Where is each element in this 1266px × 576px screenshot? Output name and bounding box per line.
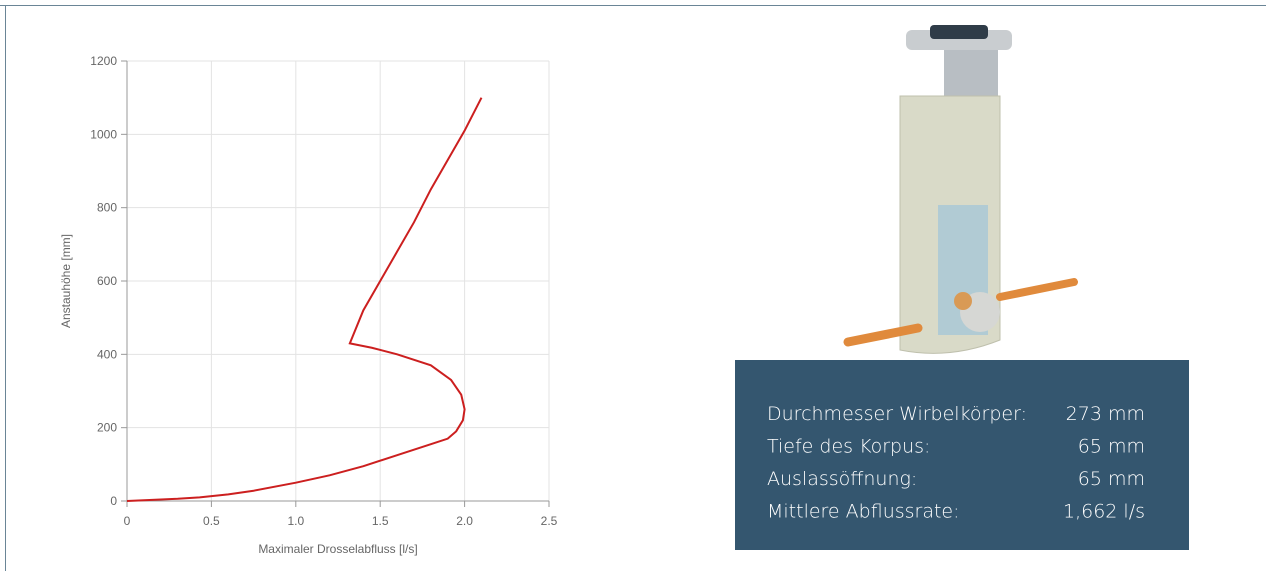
y-tick-label: 200 xyxy=(97,421,117,435)
y-tick-label: 400 xyxy=(97,347,117,361)
spec-label: Mittlere Abflussrate: xyxy=(767,501,960,523)
pipe-in xyxy=(843,323,923,347)
x-axis-label: Maximaler Drosselabfluss [l/s] xyxy=(258,542,417,556)
y-tick-label: 0 xyxy=(110,494,117,508)
spec-value: 1,662 l/s xyxy=(1063,501,1145,523)
spec-label: Durchmesser Wirbelkörper: xyxy=(767,403,1027,425)
x-tick-label: 2.5 xyxy=(541,514,558,528)
outlet xyxy=(954,292,972,310)
pipe-out xyxy=(996,278,1078,301)
y-axis-label: Anstauhöhe [mm] xyxy=(59,234,73,328)
x-tick-label: 0.5 xyxy=(203,514,220,528)
chart: Maximaler Drosselabfluss [l/s] Anstauhöh… xyxy=(59,54,558,556)
x-tick-label: 1.0 xyxy=(287,514,304,528)
x-tick-label: 0 xyxy=(124,514,131,528)
spec-label: Auslassöffnung: xyxy=(767,468,917,490)
spec-panel xyxy=(735,360,1189,550)
x-tick-label: 1.5 xyxy=(372,514,389,528)
spec-list: Durchmesser Wirbelkörper: 273 mm Tiefe des… xyxy=(767,403,1145,523)
lid-top xyxy=(930,25,988,39)
spec-label: Tiefe des Korpus: xyxy=(767,436,930,458)
y-tick-label: 1200 xyxy=(90,54,117,68)
spec-value: 273 mm xyxy=(1066,403,1145,425)
spec-value: 65 mm xyxy=(1078,436,1145,458)
data-line xyxy=(126,97,483,502)
y-tick-label: 600 xyxy=(97,274,117,288)
spec-value: 65 mm xyxy=(1078,468,1145,490)
x-tick-label: 2.0 xyxy=(456,514,473,528)
thread xyxy=(944,50,998,96)
y-tick-label: 1000 xyxy=(90,127,117,141)
y-tick-label: 800 xyxy=(97,201,117,215)
product-illustration xyxy=(843,25,1078,354)
